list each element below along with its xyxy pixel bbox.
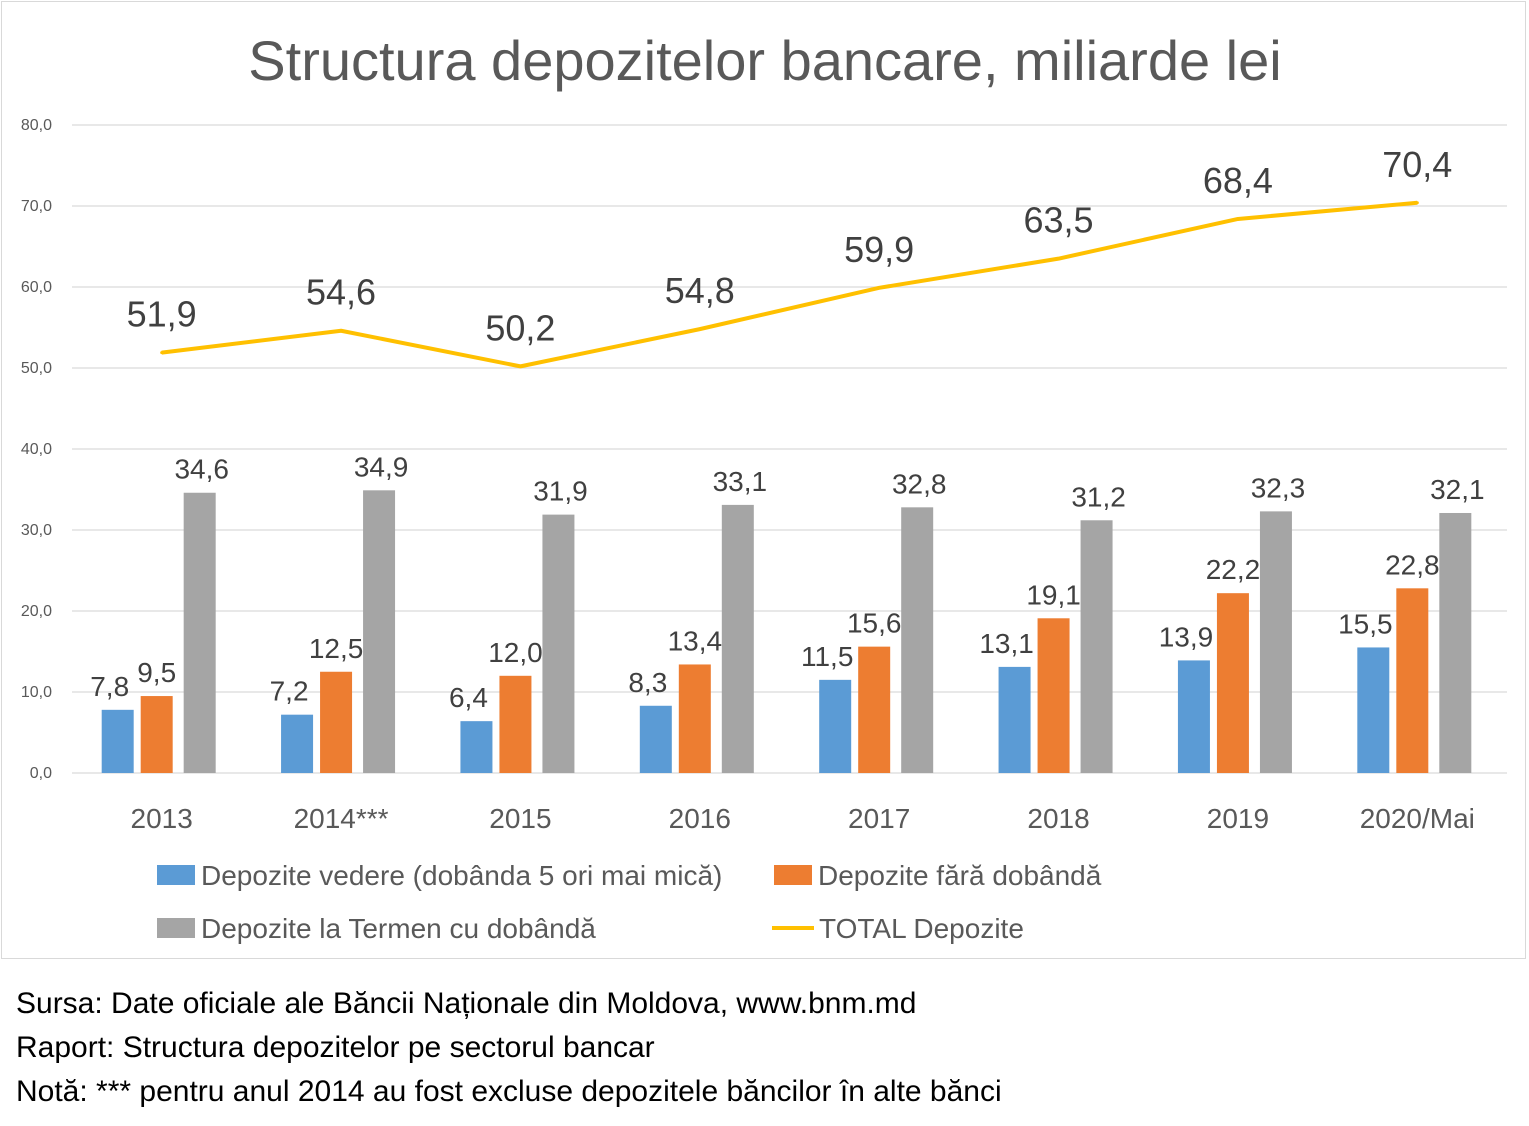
legend-label: Depozite la Termen cu dobândă: [201, 913, 596, 944]
data-label-total: 59,9: [844, 229, 914, 270]
x-tick-label: 2014***: [294, 803, 389, 834]
chart-title: Structura depozitelor bancare, miliarde …: [248, 29, 1281, 92]
x-tick-label: 2018: [1027, 803, 1089, 834]
total-point: [518, 364, 522, 368]
y-tick-label: 50,0: [21, 360, 52, 377]
data-label-total: 51,9: [127, 294, 197, 335]
data-label-termen: 34,9: [354, 451, 409, 482]
data-label-fara: 9,5: [137, 657, 176, 688]
bar-vedere: [460, 721, 493, 773]
data-label-vedere: 11,5: [801, 641, 853, 672]
bar-vedere: [1357, 647, 1390, 773]
chart-svg: Structura depozitelor bancare, miliarde …: [21, 29, 1507, 944]
report-note: Raport: Structura depozitelor pe sectoru…: [16, 1031, 655, 1064]
bar-fara: [140, 696, 173, 773]
x-tick-label: 2015: [489, 803, 551, 834]
bar-vedere: [639, 705, 672, 773]
legend-swatch: [774, 865, 812, 885]
data-label-vedere: 6,4: [449, 682, 488, 713]
data-label-fara: 13,4: [668, 625, 723, 656]
bar-termen: [363, 490, 396, 773]
data-label-termen: 31,2: [1071, 481, 1126, 512]
data-label-vedere: 15,5: [1338, 608, 1393, 639]
legend-label: Depozite vedere (dobânda 5 ori mai mică): [201, 860, 722, 891]
x-tick-label: 2013: [131, 803, 193, 834]
bar-termen: [1439, 512, 1472, 773]
bar-termen: [1259, 511, 1292, 773]
data-label-fara: 22,2: [1206, 554, 1261, 585]
data-label-fara: 15,6: [847, 608, 902, 639]
data-label-termen: 33,1: [713, 466, 768, 497]
bar-fara: [499, 675, 532, 773]
y-tick-label: 10,0: [21, 684, 52, 701]
x-tick-label: 2016: [669, 803, 731, 834]
bar-fara: [1037, 618, 1070, 773]
x-tick-label: 2017: [848, 803, 910, 834]
total-line: [161, 200, 1418, 369]
data-label-fara: 22,8: [1385, 549, 1440, 580]
bar-vedere: [998, 666, 1031, 773]
total-point: [1415, 201, 1419, 205]
bar-vedere: [101, 709, 134, 773]
data-label-vedere: 7,8: [90, 671, 129, 702]
data-label-total: 63,5: [1024, 200, 1094, 241]
bar-termen: [721, 504, 754, 773]
x-tick-label: 2020/Mai: [1360, 803, 1475, 834]
bar-termen: [1080, 520, 1113, 773]
bar-vedere: [819, 679, 852, 773]
y-tick-label: 20,0: [21, 603, 52, 620]
legend-swatch: [157, 918, 195, 938]
data-label-fara: 19,1: [1026, 579, 1081, 610]
data-label-total: 68,4: [1203, 160, 1273, 201]
bar-termen: [542, 514, 575, 773]
legend-label: TOTAL Depozite: [819, 913, 1024, 944]
y-tick-label: 30,0: [21, 522, 52, 539]
bar-fara: [678, 664, 711, 773]
notes: Sursa: Date oficiale ale Băncii Național…: [16, 982, 1002, 1114]
total-point: [1057, 257, 1061, 261]
data-label-termen: 32,3: [1251, 472, 1306, 503]
y-tick-label: 0,0: [30, 765, 52, 782]
data-label-vedere: 13,1: [979, 628, 1034, 659]
legend-swatch: [157, 865, 195, 885]
bar-termen: [183, 492, 216, 773]
chart-frame: Structura depozitelor bancare, miliarde …: [1, 1, 1526, 959]
source-note: Sursa: Date oficiale ale Băncii Național…: [16, 987, 917, 1020]
total-point: [877, 286, 881, 290]
total-point: [698, 327, 702, 331]
data-label-total: 54,6: [306, 272, 376, 313]
bar-fara: [1216, 593, 1249, 773]
data-label-termen: 32,8: [892, 468, 947, 499]
bar-fara: [320, 671, 353, 773]
bar-vedere: [1177, 660, 1210, 773]
data-label-termen: 31,9: [533, 476, 588, 507]
data-label-vedere: 8,3: [628, 667, 667, 698]
x-tick-label: 2019: [1207, 803, 1269, 834]
footnote: Notă: *** pentru anul 2014 au fost exclu…: [16, 1075, 1002, 1108]
bar-fara: [858, 646, 891, 773]
y-tick-label: 80,0: [21, 117, 52, 134]
total-point: [1236, 217, 1240, 221]
total-point: [160, 351, 164, 355]
data-label-fara: 12,5: [309, 633, 364, 664]
data-label-total: 50,2: [485, 307, 555, 348]
y-tick-label: 60,0: [21, 279, 52, 296]
y-tick-label: 40,0: [21, 441, 52, 458]
bar-vedere: [281, 714, 314, 773]
data-label-total: 70,4: [1382, 144, 1452, 185]
data-label-termen: 32,1: [1430, 474, 1485, 505]
data-label-total: 54,8: [665, 270, 735, 311]
y-tick-label: 70,0: [21, 198, 52, 215]
data-label-termen: 34,6: [174, 454, 229, 485]
legend-label: Depozite fără dobândă: [818, 860, 1102, 891]
data-label-vedere: 7,2: [270, 676, 309, 707]
bar-fara: [1396, 588, 1429, 773]
data-label-vedere: 13,9: [1159, 621, 1214, 652]
bar-termen: [901, 507, 934, 773]
data-label-fara: 12,0: [488, 637, 543, 668]
total-point: [339, 329, 343, 333]
